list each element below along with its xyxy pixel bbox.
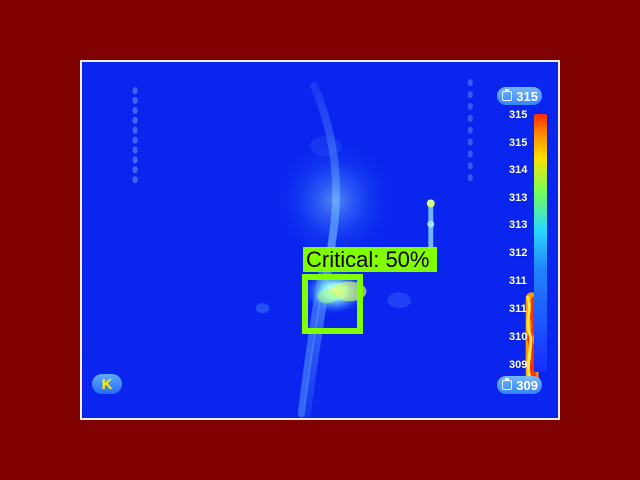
critical-label: Critical: 50% xyxy=(303,247,437,272)
detection-box xyxy=(302,274,363,334)
scale-label-6: 312 xyxy=(509,247,528,259)
scale-label-8: 311 xyxy=(509,303,527,315)
side-heat-hotline xyxy=(527,296,538,385)
k-icon: K xyxy=(92,374,122,394)
hot-spot-secondary xyxy=(317,289,337,304)
scale-label-9: 310 xyxy=(509,331,528,343)
side-post-top xyxy=(426,199,435,208)
scale-label-2: 315 xyxy=(509,137,528,149)
top-temperature-badge: 315 xyxy=(497,87,542,105)
top-temperature-value: 315 xyxy=(516,88,538,104)
battery-icon xyxy=(502,89,513,101)
scale-label-1: 315 xyxy=(509,109,528,121)
k-label: K xyxy=(101,375,113,393)
bottom-temperature-value: 309 xyxy=(516,377,538,393)
thermal-viewer: 315 315 315 314 313 313 312 311 311 310 … xyxy=(80,60,560,420)
ambient-spot-3 xyxy=(310,136,342,156)
scale-label-4: 313 xyxy=(509,192,528,204)
ambient-spot-1 xyxy=(255,303,270,314)
side-heat-highlight xyxy=(526,295,533,381)
battery-icon xyxy=(502,378,513,390)
scale-label-3: 314 xyxy=(509,164,528,176)
side-post-mid xyxy=(427,220,435,228)
ambient-spot-2 xyxy=(387,292,411,309)
scale-label-5: 313 xyxy=(509,219,528,231)
bottom-temperature-badge: 309 xyxy=(497,376,542,394)
temperature-scale-labels: 315 315 314 313 313 312 311 311 310 309 xyxy=(509,110,539,380)
scale-label-7: 311 xyxy=(509,275,527,287)
thermal-scene xyxy=(82,62,558,418)
scale-label-10: 309 xyxy=(509,359,528,371)
upper-glow xyxy=(275,139,395,262)
temperature-scale-bar xyxy=(534,114,547,372)
